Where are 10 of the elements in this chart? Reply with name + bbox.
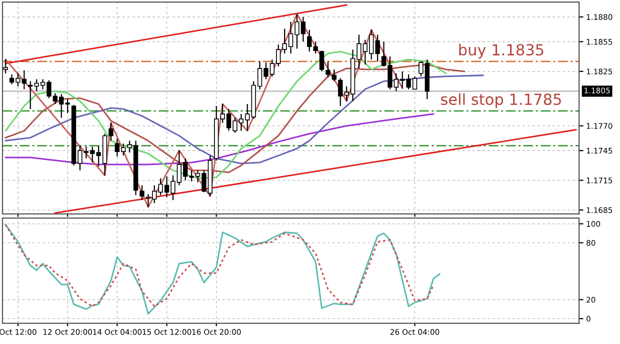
candlestick xyxy=(326,60,330,78)
line-series xyxy=(4,64,466,174)
ref-line-label: sell stop 1.1785 xyxy=(441,93,561,108)
line-series xyxy=(4,13,404,208)
candlestick xyxy=(319,50,324,72)
line-series xyxy=(4,113,434,166)
candlestick xyxy=(332,68,337,82)
candlestick xyxy=(140,184,144,201)
candlestick xyxy=(3,58,8,74)
ref-line-label: buy 1.1835 xyxy=(459,44,544,59)
